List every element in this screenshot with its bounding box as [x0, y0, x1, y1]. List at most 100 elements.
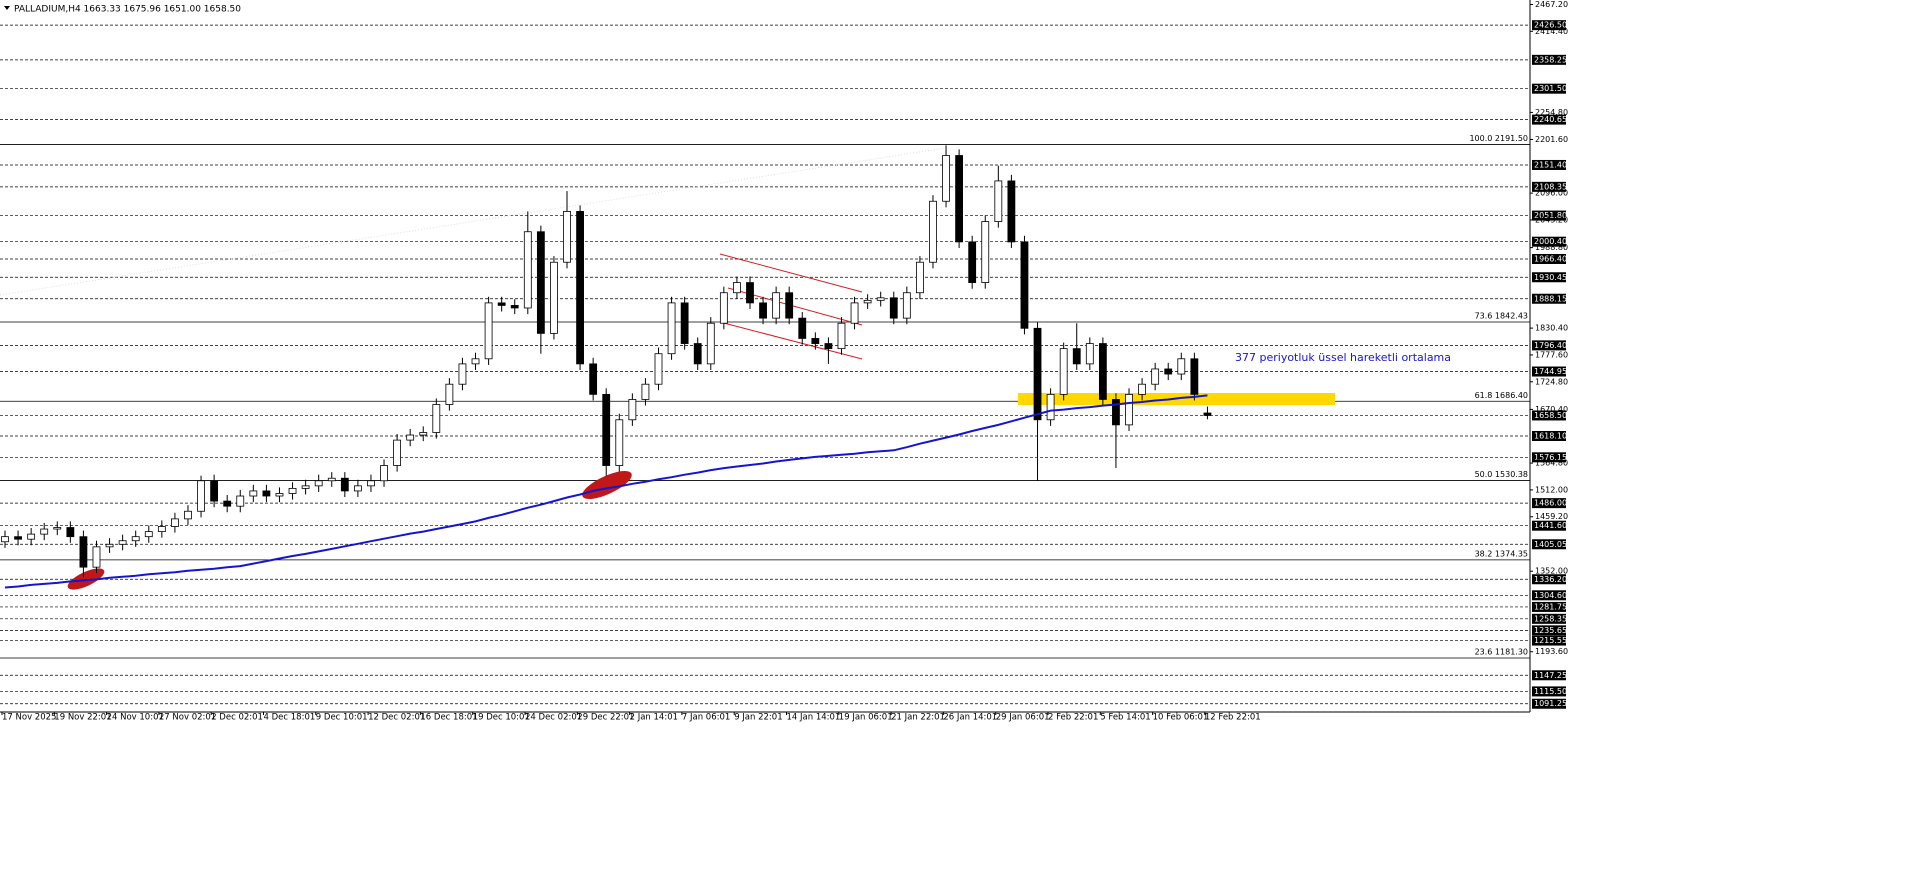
candle-body [14, 536, 22, 540]
price-tag [1532, 613, 1566, 624]
price-tag [1532, 452, 1566, 463]
candle-body [615, 419, 624, 466]
y-tick-label: 1564.80 [1535, 459, 1568, 468]
candle-body [641, 383, 650, 400]
candle-body [471, 358, 480, 365]
price-tag-label: 1796.40 [1534, 341, 1567, 350]
candle-body [79, 536, 88, 568]
candle-body [497, 302, 506, 306]
candle-body [118, 540, 127, 545]
x-tick-label: 19 Dec 10:01 [473, 713, 530, 723]
y-tick-label: 1724.80 [1535, 377, 1568, 386]
candle-body [563, 211, 571, 263]
candle-body [197, 480, 205, 512]
candle-body [144, 531, 153, 538]
y-tick-label: 1512.00 [1535, 485, 1568, 494]
price-tag-label: 1091.25 [1534, 699, 1567, 708]
x-tick-label: 4 Dec 18:01 [264, 713, 316, 723]
candle-body [994, 180, 1003, 222]
candle-body [837, 322, 846, 350]
x-tick-label: 5 Feb 14:01 [1100, 713, 1150, 723]
candle-body [288, 487, 297, 494]
candle-body [693, 343, 702, 365]
candle-body [589, 363, 598, 395]
candle-body [1177, 358, 1186, 375]
price-tag-label: 2301.50 [1534, 84, 1567, 93]
y-tick-label: 1459.20 [1535, 512, 1568, 521]
candle-body [667, 302, 676, 355]
ema-line [4, 394, 1208, 589]
y-tick-label: 2043.20 [1535, 215, 1568, 224]
price-tag [1532, 625, 1566, 636]
price-tag [1532, 698, 1566, 709]
candle-body [1085, 343, 1094, 365]
candle-body [576, 211, 584, 365]
price-tag [1532, 114, 1566, 125]
candle-body [798, 317, 807, 339]
candle-body [772, 292, 781, 319]
candle-body [719, 292, 728, 324]
candle-body [27, 533, 36, 540]
candle-body [680, 302, 689, 344]
candle-body [510, 305, 519, 309]
candle-body [916, 261, 924, 294]
candle-body [785, 292, 794, 319]
x-tick-label: 10 Feb 06:01 [1153, 713, 1209, 723]
candle-body [66, 527, 75, 538]
price-tag [1532, 574, 1566, 585]
menu-arrow [4, 6, 10, 10]
price-tag-label: 2051.80 [1534, 211, 1567, 220]
channel-line [719, 253, 863, 293]
x-tick-label: 12 Dec 02:01 [368, 713, 425, 723]
price-tag-label: 2000.40 [1534, 237, 1567, 246]
candle-body [223, 500, 232, 507]
price-tag [1532, 498, 1566, 509]
price-tag [1532, 293, 1566, 304]
x-tick-label: 2 Feb 22:01 [1048, 713, 1098, 723]
price-tag-label: 1744.95 [1534, 367, 1567, 376]
price-tag [1532, 236, 1566, 247]
candle-body [1164, 368, 1173, 375]
candle-body [981, 221, 990, 283]
price-tag [1532, 410, 1566, 421]
candle-body [1072, 348, 1081, 365]
highlight [67, 568, 105, 590]
fib-label: 38.2 1374.35 [1475, 549, 1528, 558]
price-tag-label: 1215.55 [1534, 636, 1567, 645]
candle-body [367, 480, 375, 487]
price-tag-label: 1304.60 [1534, 591, 1567, 600]
candle-body [275, 493, 284, 497]
candle-body [301, 485, 310, 489]
candle-body [171, 518, 179, 527]
x-tick-label: 26 Jan 14:01 [943, 713, 997, 723]
candle-body [942, 155, 950, 202]
price-tag-label: 1658.50 [1534, 411, 1567, 420]
price-tag-label: 1258.35 [1534, 614, 1567, 623]
candle-body [968, 241, 977, 283]
price-tag [1532, 83, 1566, 94]
candle-body [536, 231, 545, 334]
x-tick-label: 17 Nov 2025 [2, 713, 56, 723]
x-tick-label: 14 Jan 14:01 [787, 713, 841, 723]
price-tag-label: 1336.20 [1534, 575, 1567, 584]
fib-label: 73.6 1842.43 [1475, 311, 1528, 320]
y-tick-label: 2414.40 [1535, 27, 1568, 36]
fib-label: 23.6 1181.30 [1475, 647, 1528, 656]
candle-body [40, 528, 49, 535]
candle-body [393, 439, 402, 466]
candle-body [1138, 383, 1146, 395]
x-tick-label: 21 Jan 22:01 [891, 713, 945, 723]
candle-body [157, 526, 166, 532]
price-tag [1532, 590, 1566, 601]
price-tag-label: 2358.25 [1534, 55, 1567, 64]
candle-body [419, 432, 428, 436]
price-tag [1532, 430, 1566, 441]
candle-body [824, 343, 833, 350]
candle-body [1112, 399, 1120, 426]
price-tag [1532, 670, 1566, 681]
candle-body [628, 399, 637, 421]
price-tag [1532, 210, 1566, 221]
price-tag [1532, 635, 1566, 646]
candle-body [523, 231, 532, 309]
